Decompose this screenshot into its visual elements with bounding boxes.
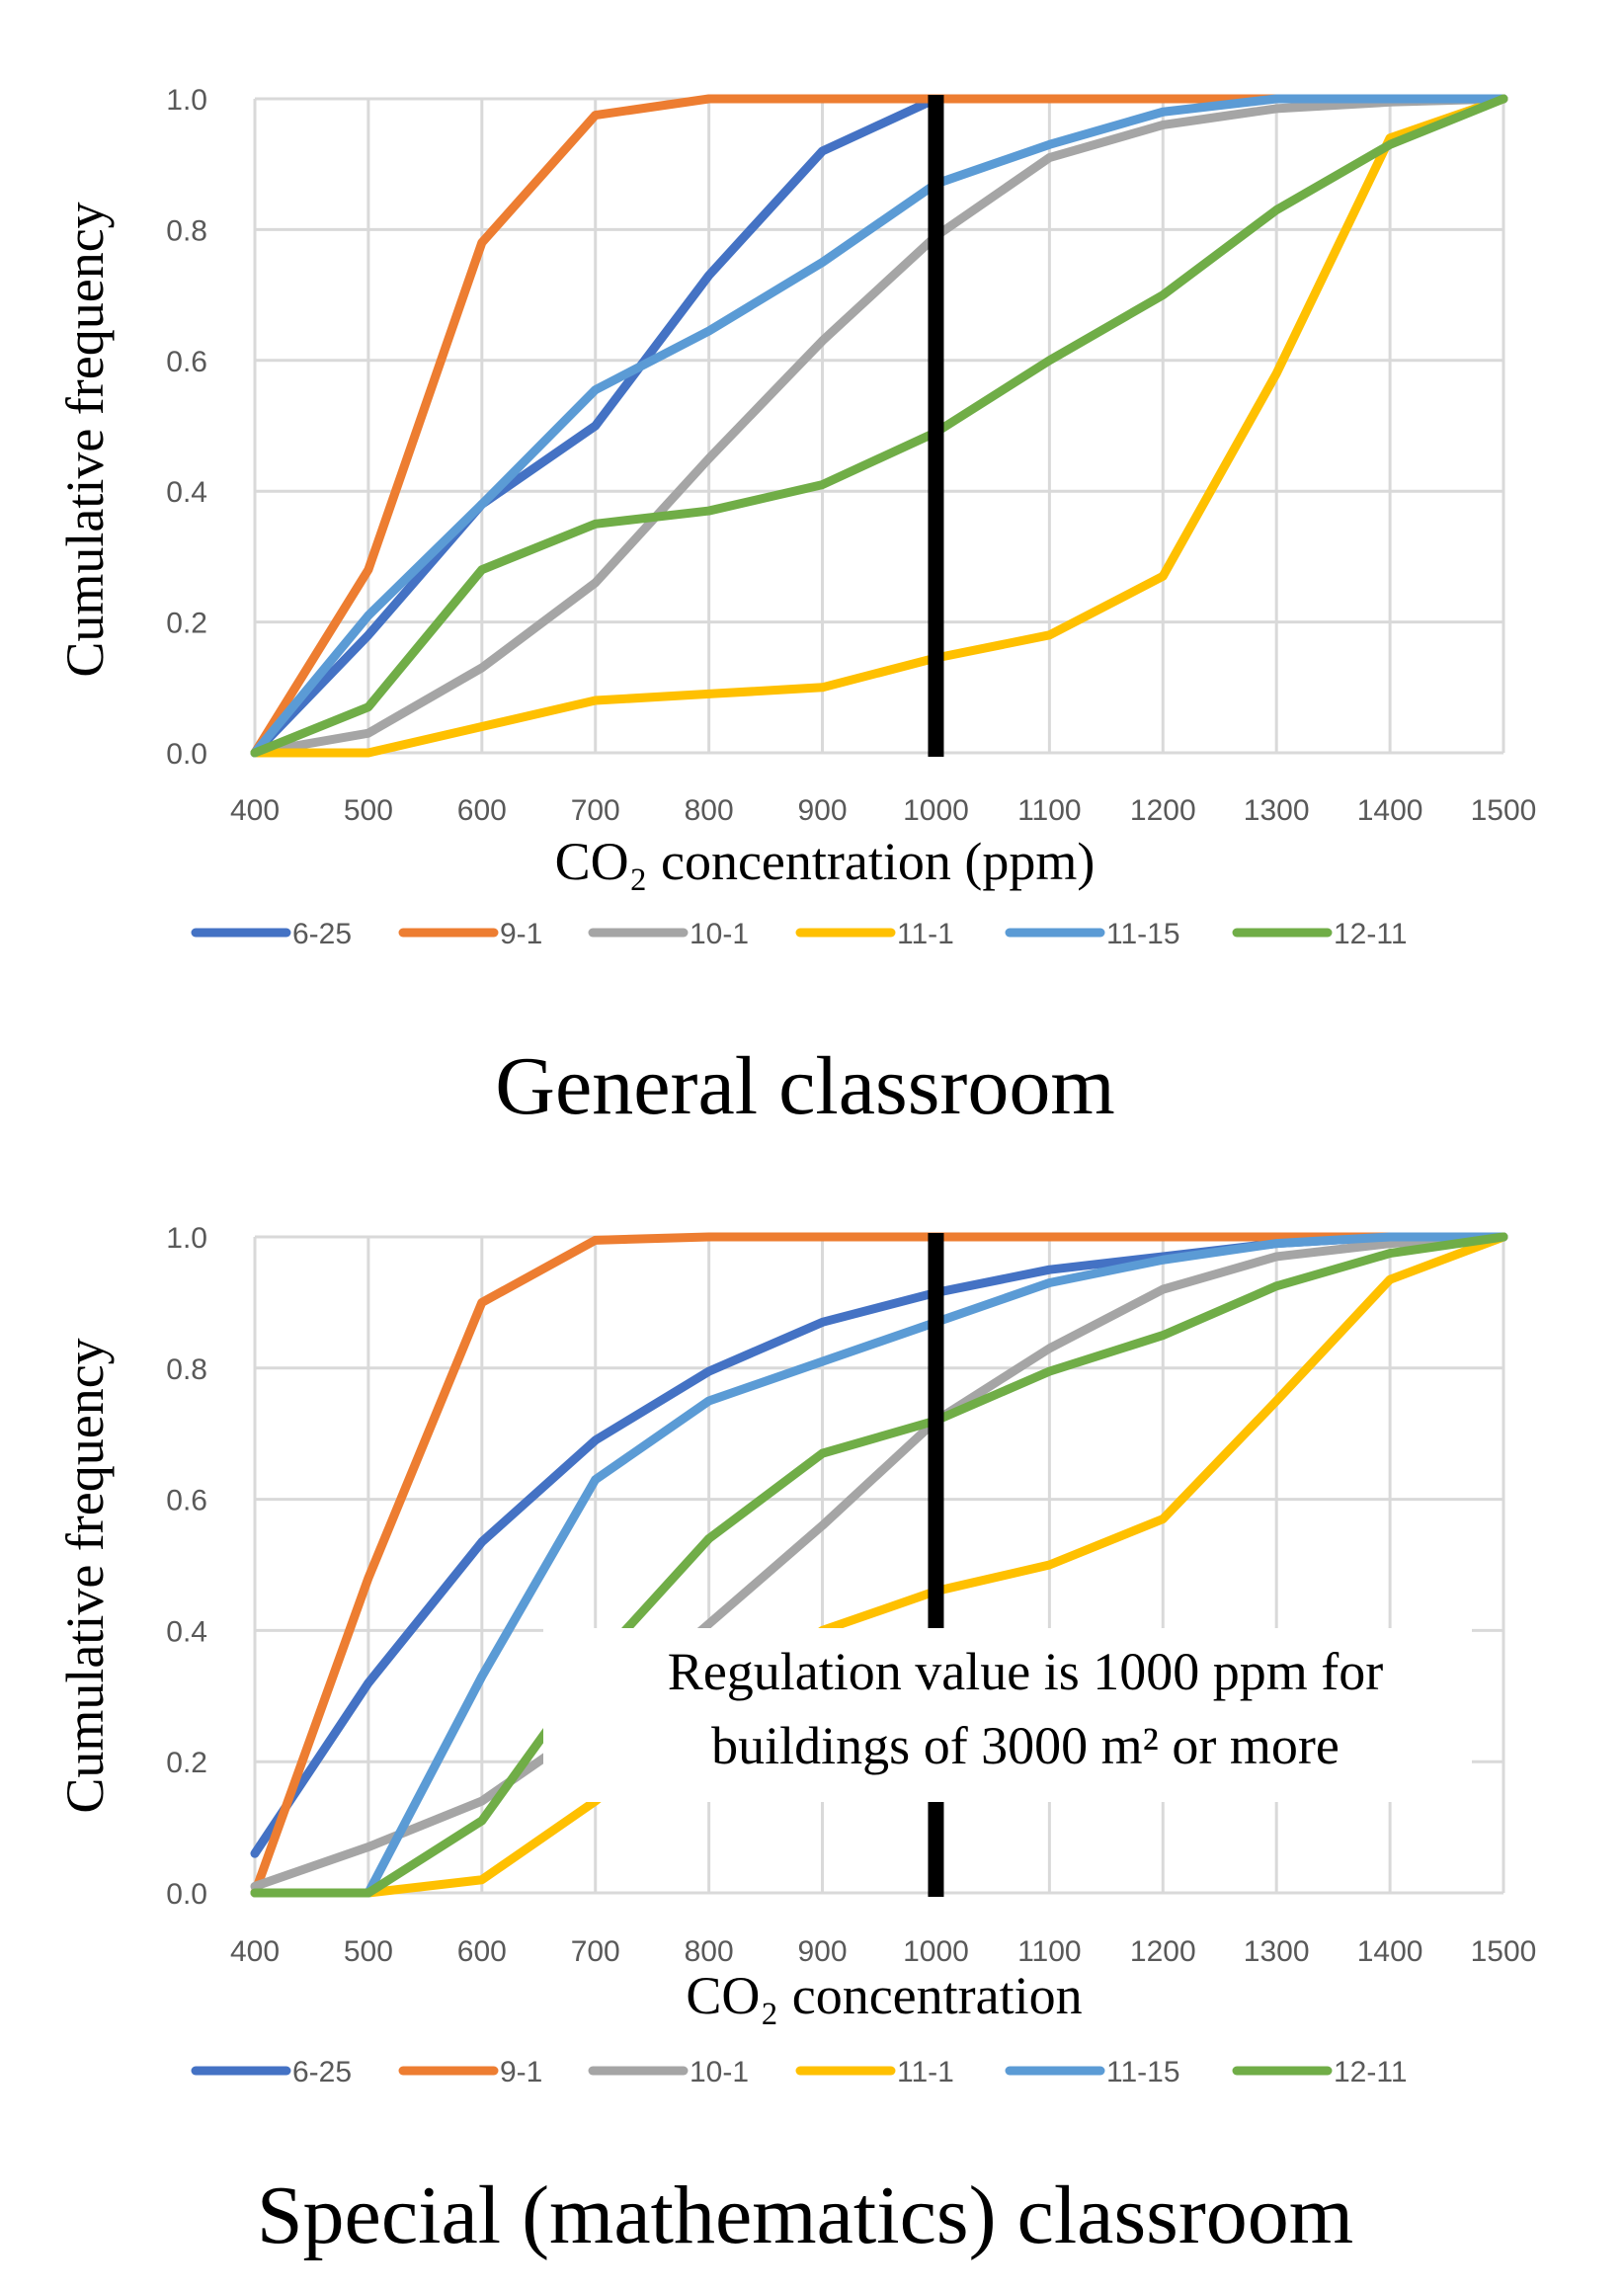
legend-label-9-1: 9-1 — [500, 918, 542, 950]
series-line-6-25 — [250, 94, 1508, 758]
x-tick-label: 1400 — [1357, 1935, 1423, 1968]
legend-label-12-11: 12-11 — [1334, 918, 1408, 950]
y-tick-label: 0.6 — [166, 1485, 207, 1517]
chart-title: Special (mathematics) classroom — [257, 2169, 1353, 2261]
legend-label-6-25: 6-25 — [292, 918, 352, 950]
legend: 6-25 9-1 10-1 11-1 11-15 12-11 — [191, 918, 1408, 950]
legend-label-10-1: 10-1 — [690, 918, 749, 950]
series-line-11-1 — [250, 94, 1508, 758]
x-tick-label: 1200 — [1130, 794, 1196, 827]
chart-title: General classroom — [495, 1040, 1114, 1132]
general-classroom-panel: 0.0 0.2 0.4 0.6 0.8 1.0 400 500 600 700 800 900 100… — [55, 84, 1536, 1132]
series-line-11-1 — [250, 1232, 1508, 1898]
annotation-box — [543, 1628, 1472, 1802]
legend-label-11-15: 11-15 — [1106, 918, 1180, 950]
y-tick-labels: 0.0 0.2 0.4 0.6 0.8 1.0 — [166, 84, 207, 771]
annotation-line-1: Regulation value is 1000 ppm for — [668, 1642, 1383, 1701]
y-tick-label: 0.8 — [166, 1353, 207, 1386]
series-line-9-1 — [250, 94, 1508, 758]
x-tick-label: 700 — [571, 1935, 620, 1968]
series-line-10-1 — [250, 94, 1508, 758]
special-classroom-panel: Regulation value is 1000 ppm for buildin… — [55, 1222, 1536, 2261]
legend-label-11-1: 11-1 — [897, 2056, 954, 2088]
y-axis-label: Cumulative frequency — [55, 1338, 115, 1813]
x-tick-label: 900 — [798, 1935, 848, 1968]
y-tick-label: 0.8 — [166, 214, 207, 247]
series-line-12-11 — [250, 1232, 1508, 1898]
x-tick-label: 700 — [571, 794, 620, 827]
y-tick-label: 0.6 — [166, 346, 207, 378]
series-line-9-1 — [250, 1232, 1508, 1898]
y-tick-label: 1.0 — [166, 1222, 207, 1255]
series-line-11-15 — [250, 94, 1508, 758]
x-tick-label: 1500 — [1471, 794, 1537, 827]
x-tick-label: 1400 — [1357, 794, 1423, 827]
x-tick-label: 400 — [230, 794, 280, 827]
x-tick-label: 800 — [685, 1935, 734, 1968]
y-tick-label: 0.2 — [166, 1747, 207, 1779]
x-axis-label: CO₂ concentration (ppm) — [555, 832, 1096, 891]
x-axis-label: CO₂ concentration — [686, 1966, 1082, 2025]
series-line-12-11 — [250, 94, 1508, 758]
x-tick-label: 1300 — [1244, 1935, 1310, 1968]
gridlines — [253, 97, 1505, 755]
x-tick-label: 1100 — [1017, 794, 1082, 827]
y-tick-label: 0.0 — [166, 1878, 207, 1911]
annotation-line-2: buildings of 3000 m² or more — [711, 1716, 1340, 1775]
x-tick-label: 400 — [230, 1935, 280, 1968]
x-tick-labels: 400 500 600 700 800 900 1000 1100 1200 1300 1400 15… — [230, 1935, 1536, 1968]
legend-label-10-1: 10-1 — [690, 2056, 749, 2088]
y-tick-label: 0.0 — [166, 738, 207, 771]
y-tick-label: 1.0 — [166, 84, 207, 117]
legend-label-12-11: 12-11 — [1334, 2056, 1408, 2088]
series-line-10-1 — [250, 1232, 1508, 1891]
x-tick-label: 600 — [457, 794, 507, 827]
series-lines — [250, 94, 1508, 758]
legend-label-11-15: 11-15 — [1106, 2056, 1180, 2088]
y-tick-label: 0.4 — [166, 1615, 207, 1648]
y-tick-label: 0.2 — [166, 608, 207, 640]
x-tick-label: 500 — [344, 794, 393, 827]
x-tick-labels: 400 500 600 700 800 900 1000 1100 1200 1300 1400 15… — [230, 794, 1536, 827]
legend-label-6-25: 6-25 — [292, 2056, 352, 2088]
x-tick-label: 600 — [457, 1935, 507, 1968]
x-tick-label: 1000 — [903, 794, 969, 827]
x-tick-label: 1200 — [1130, 1935, 1196, 1968]
y-axis-label: Cumulative frequency — [55, 202, 115, 677]
x-tick-label: 900 — [798, 794, 848, 827]
legend: 6-25 9-1 10-1 11-1 11-15 12-11 — [191, 2056, 1408, 2088]
y-tick-label: 0.4 — [166, 476, 207, 509]
x-tick-label: 1500 — [1471, 1935, 1537, 1968]
y-tick-labels: 0.0 0.2 0.4 0.6 0.8 1.0 — [166, 1222, 207, 1911]
x-tick-label: 1300 — [1244, 794, 1310, 827]
series-line-11-15 — [250, 1232, 1508, 1898]
x-tick-label: 1000 — [903, 1935, 969, 1968]
x-tick-label: 1100 — [1017, 1935, 1082, 1968]
x-tick-label: 800 — [685, 794, 734, 827]
series-lines — [250, 1232, 1508, 1898]
x-tick-label: 500 — [344, 1935, 393, 1968]
legend-label-11-1: 11-1 — [897, 918, 954, 950]
legend-label-9-1: 9-1 — [500, 2056, 542, 2088]
